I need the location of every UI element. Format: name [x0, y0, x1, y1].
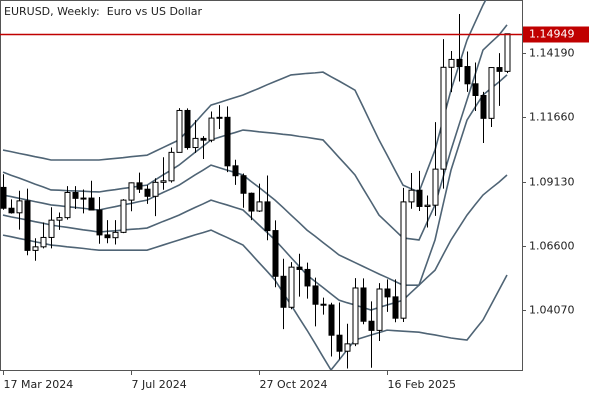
candle-body	[0, 186, 7, 209]
chart-title: EURUSD, Weekly: Euro vs US Dollar	[4, 5, 202, 18]
band-line	[2, 229, 508, 370]
candle-body	[200, 137, 207, 141]
candle-body	[400, 201, 407, 319]
candle-body	[376, 288, 383, 331]
candle-body	[352, 287, 359, 345]
y-tick-label: 1.06600	[529, 240, 575, 253]
candle-body	[360, 287, 367, 322]
x-tick-label: 7 Jul 2024	[132, 378, 187, 391]
candle-body	[488, 67, 495, 119]
candle-body	[48, 219, 55, 238]
band-line	[2, 74, 508, 286]
candle-body	[280, 275, 287, 308]
candle-body	[56, 217, 63, 221]
candle-body	[8, 207, 15, 214]
candle-body	[112, 231, 119, 239]
candle-body	[248, 192, 255, 212]
candle-body	[336, 334, 343, 352]
candle-body	[416, 189, 423, 207]
x-tick-label: 27 Oct 2024	[260, 378, 328, 391]
current-price-box	[523, 26, 589, 43]
candle-body	[496, 67, 503, 72]
candle-body	[160, 180, 167, 183]
y-tick-label: 1.14190	[529, 47, 575, 60]
candle-body	[32, 246, 39, 251]
candle-body	[456, 58, 463, 68]
candle-body	[232, 165, 239, 177]
current-price-label: 1.14949	[529, 28, 575, 41]
candle-body	[152, 181, 159, 197]
band-line	[2, 174, 508, 311]
candle-body	[144, 188, 151, 197]
candle-body	[64, 191, 71, 219]
candle-body	[128, 182, 135, 201]
candle-body	[384, 288, 391, 298]
candle-body	[176, 109, 183, 153]
candle-body	[432, 168, 439, 206]
candle-body	[320, 303, 327, 306]
candle-body	[272, 230, 279, 277]
candle-body	[504, 33, 511, 72]
candle-body	[168, 151, 175, 182]
candle-body	[16, 200, 23, 214]
band-line	[2, 24, 508, 241]
candle-body	[344, 343, 351, 352]
candle-body	[288, 266, 295, 308]
candle-body	[40, 236, 47, 248]
candle-body	[304, 268, 311, 287]
candle-body	[72, 191, 79, 199]
candle-body	[24, 200, 31, 251]
x-tick-label: 16 Feb 2025	[388, 378, 456, 391]
candle-body	[136, 182, 143, 190]
candle-body	[448, 58, 455, 68]
y-tick-label: 1.04070	[529, 304, 575, 317]
candle-body	[256, 201, 263, 212]
candle-body	[368, 320, 375, 331]
candle-body	[96, 209, 103, 236]
candle-body	[240, 175, 247, 194]
candle-body	[120, 199, 127, 233]
plot-frame	[0, 0, 523, 371]
y-tick-label: 1.09130	[529, 176, 575, 189]
candle-body	[312, 285, 319, 305]
candle-body	[464, 66, 471, 85]
candle-body	[424, 204, 431, 207]
x-tick-label: 17 Mar 2024	[4, 378, 74, 391]
y-tick-label: 1.11660	[529, 111, 575, 124]
candle-body	[392, 296, 399, 319]
candle-body	[80, 197, 87, 200]
candle-body	[216, 116, 223, 119]
candle-body	[408, 189, 415, 203]
candle-body	[296, 266, 303, 270]
candle-body	[440, 66, 447, 170]
candle-body	[264, 201, 271, 232]
candle-body	[480, 94, 487, 119]
candle-body	[88, 197, 95, 211]
candle-body	[328, 304, 335, 336]
plot-area	[0, 0, 511, 370]
candle-body	[104, 234, 111, 239]
candle-body	[184, 109, 191, 149]
candle-body	[208, 117, 215, 141]
candle-body	[224, 116, 231, 167]
candle-body	[192, 137, 199, 149]
band-line	[2, 0, 487, 194]
candle-body	[472, 83, 479, 96]
